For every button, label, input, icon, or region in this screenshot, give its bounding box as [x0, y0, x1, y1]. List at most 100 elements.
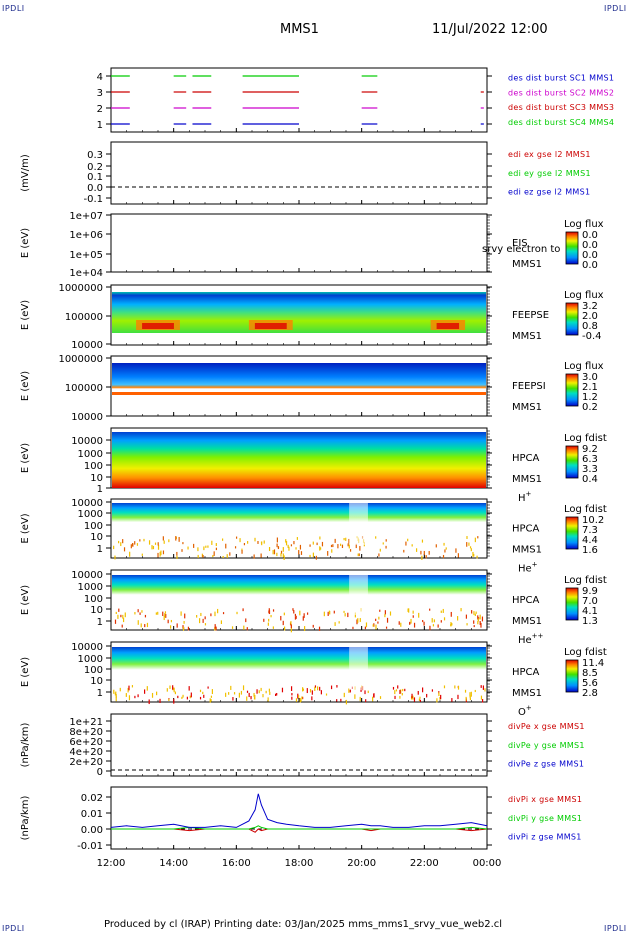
hpca-speckle — [269, 691, 271, 695]
hpca-speckle — [480, 695, 483, 700]
hpca-speckle — [299, 610, 301, 616]
hpca-speckle — [287, 544, 289, 548]
hpca-speckle — [334, 622, 336, 626]
hpca-speckle — [297, 693, 299, 699]
legend-entry: edi ex gse l2 MMS1 — [508, 150, 591, 159]
hpca-speckle — [262, 694, 264, 698]
hpca-speckle — [455, 548, 457, 553]
ytick-label: 1 — [97, 688, 103, 699]
hpca-speckle — [210, 613, 212, 617]
hpca-speckle — [124, 612, 126, 618]
hpca-speckle — [480, 622, 482, 628]
hpca-speckle — [484, 688, 486, 692]
hpca-speckle — [254, 537, 256, 542]
hpca-speckle — [299, 544, 302, 550]
ytick-label: 2 — [97, 104, 103, 115]
hpca-speckle — [323, 611, 325, 617]
divpi-series-line — [110, 793, 488, 828]
hpca-hepp-spectrogram — [112, 575, 486, 608]
hpca-speckle — [476, 555, 478, 559]
instrument-spacecraft: MMS1 — [512, 474, 542, 485]
hpca-speckle — [292, 608, 294, 611]
hpca-speckle — [115, 691, 117, 696]
hpca-speckle — [214, 624, 216, 629]
hpca-speckle — [114, 555, 116, 560]
hpca-speckle — [155, 612, 157, 615]
hpca-speckle — [334, 538, 336, 543]
hpca-speckle — [214, 611, 216, 617]
xaxis-label: 16:00 — [222, 858, 251, 869]
hpca-speckle — [358, 553, 360, 557]
colorbar-title: Log flux — [564, 361, 604, 372]
ytick-label: 1 — [97, 120, 103, 131]
hpca-speckle — [431, 689, 434, 692]
hpca-speckle — [122, 539, 124, 544]
hpca-speckle — [413, 622, 416, 628]
colorbar — [565, 231, 579, 265]
hpca-speckle — [157, 552, 159, 558]
hpca-speckle — [440, 610, 442, 613]
hpca-speckle — [385, 539, 387, 542]
hpca-speckle — [320, 690, 322, 695]
xaxis-label: 18:00 — [285, 858, 314, 869]
ytick-label: 100 — [84, 665, 103, 676]
hpca-speckle — [404, 688, 406, 692]
instrument-name: HPCA — [512, 667, 540, 678]
hpca-speckle — [477, 536, 479, 539]
hpca-speckle — [187, 546, 189, 550]
ytick-label: 10000 — [71, 642, 103, 653]
hpca-speckle — [473, 625, 475, 628]
hpca-speckle — [199, 618, 201, 624]
hpca-speckle — [421, 539, 424, 543]
hpca-speckle — [215, 543, 217, 547]
hpca-speckle — [466, 623, 468, 626]
hpca-speckle — [344, 613, 346, 617]
hpca-speckle — [200, 612, 202, 617]
species-label: He+ — [518, 561, 538, 575]
ytick-label: 1000 — [78, 654, 103, 665]
hpca-speckle — [377, 621, 379, 624]
hpca-speckle — [134, 541, 136, 545]
ytick-label: 0.2 — [87, 162, 103, 173]
hpca-speckle — [123, 547, 126, 552]
ytick-label: -0.1 — [83, 194, 103, 205]
hpca-speckle — [451, 623, 453, 626]
hpca-speckle — [352, 626, 354, 630]
hpca-speckle — [291, 696, 293, 700]
hpca-gap — [349, 647, 368, 690]
hpca-speckle — [141, 553, 143, 556]
hpca-speckle — [343, 537, 345, 541]
hpca-speckle — [226, 554, 228, 558]
hpca-speckle — [469, 695, 471, 699]
hpca-speckle — [165, 613, 167, 618]
hpca-speckle — [333, 610, 335, 614]
hpca-speckle — [443, 685, 446, 689]
hpca-speckle — [253, 554, 255, 559]
panel-ylabel: E (eV) — [20, 585, 31, 615]
hpca-speckle — [209, 698, 211, 703]
hpca-speckle — [418, 698, 421, 701]
hpca-speckle — [474, 689, 476, 693]
hpca-speckle — [440, 620, 442, 623]
hpca-speckle — [420, 550, 422, 555]
hpca-speckle — [314, 686, 316, 691]
divpi-series-line — [111, 825, 488, 830]
hpca-speckle — [372, 624, 374, 627]
hpca-speckle — [204, 623, 207, 626]
hpca-speckle — [114, 619, 117, 624]
hpca-speckle — [162, 611, 164, 616]
hpca-speckle — [426, 693, 428, 698]
colorbar — [565, 302, 579, 336]
hpca-speckle — [122, 614, 124, 619]
species-label: He++ — [518, 632, 544, 646]
ytick-label: 10000 — [71, 340, 103, 351]
colorbar-tick: 7.3 — [582, 525, 598, 536]
hpca-speckle — [131, 685, 134, 688]
colorbar-tick: 0.0 — [582, 250, 598, 261]
hpca-speckle — [375, 618, 377, 622]
hpca-speckle — [466, 536, 468, 539]
hpca-speckle — [241, 548, 243, 551]
